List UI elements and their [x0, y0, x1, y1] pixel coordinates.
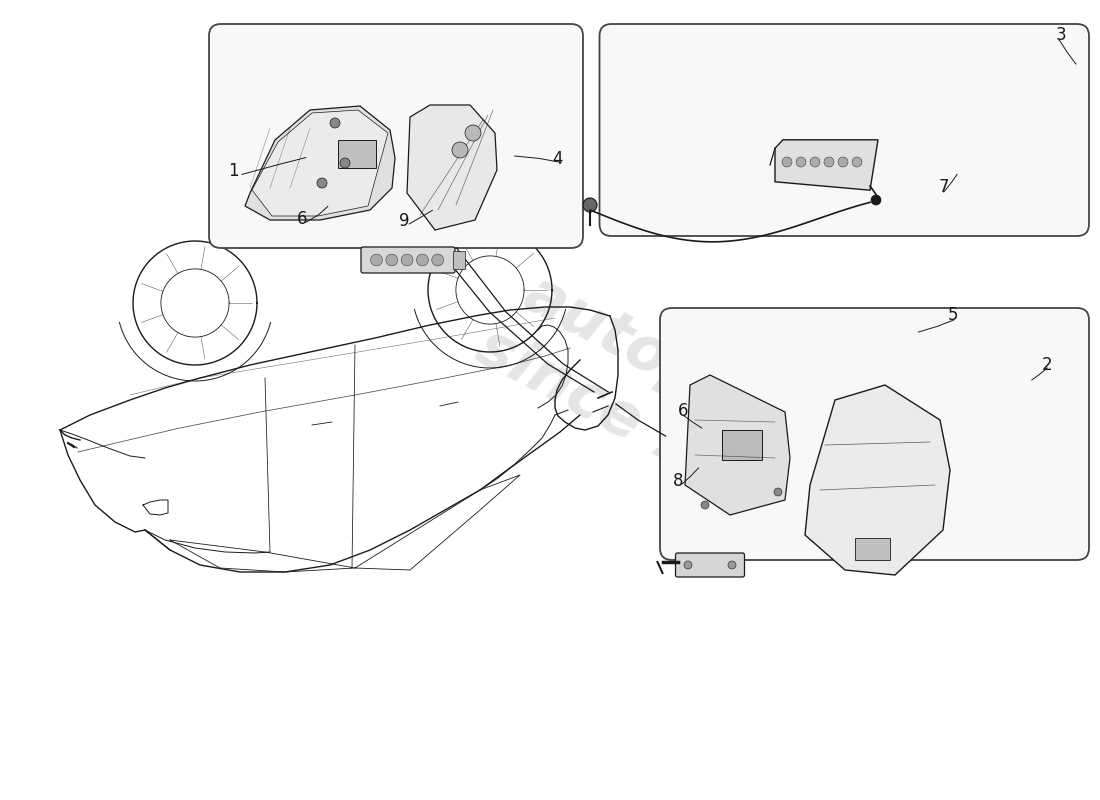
- Text: 5: 5: [948, 306, 959, 324]
- FancyBboxPatch shape: [453, 251, 465, 269]
- FancyBboxPatch shape: [660, 308, 1089, 560]
- Polygon shape: [685, 375, 790, 515]
- Polygon shape: [805, 385, 950, 575]
- Circle shape: [583, 198, 597, 212]
- Circle shape: [417, 254, 428, 266]
- Polygon shape: [245, 106, 395, 220]
- FancyBboxPatch shape: [361, 247, 455, 273]
- Text: 1: 1: [228, 162, 239, 180]
- Circle shape: [684, 561, 692, 569]
- Circle shape: [728, 561, 736, 569]
- Text: 6: 6: [297, 210, 308, 228]
- Circle shape: [452, 142, 468, 158]
- Text: 8: 8: [673, 471, 684, 490]
- Circle shape: [371, 254, 383, 266]
- FancyBboxPatch shape: [338, 140, 376, 168]
- FancyBboxPatch shape: [722, 430, 762, 460]
- Text: 6: 6: [678, 402, 689, 420]
- Circle shape: [871, 195, 881, 205]
- Circle shape: [340, 158, 350, 168]
- FancyBboxPatch shape: [600, 24, 1089, 236]
- Circle shape: [796, 157, 806, 167]
- Circle shape: [701, 501, 710, 509]
- FancyBboxPatch shape: [675, 553, 745, 577]
- Circle shape: [782, 157, 792, 167]
- Circle shape: [810, 157, 820, 167]
- Text: 9: 9: [399, 211, 410, 230]
- Polygon shape: [407, 105, 497, 230]
- Text: 7: 7: [938, 178, 949, 196]
- Text: 3: 3: [1056, 26, 1067, 44]
- Text: 4: 4: [552, 150, 563, 168]
- Circle shape: [432, 254, 443, 266]
- Circle shape: [330, 118, 340, 128]
- Circle shape: [386, 254, 398, 266]
- Polygon shape: [252, 110, 388, 216]
- Text: autoparts
since 1985: autoparts since 1985: [466, 257, 854, 543]
- Polygon shape: [776, 140, 878, 190]
- Circle shape: [465, 125, 481, 141]
- Circle shape: [852, 157, 862, 167]
- Circle shape: [317, 178, 327, 188]
- Circle shape: [402, 254, 412, 266]
- FancyBboxPatch shape: [209, 24, 583, 248]
- Circle shape: [824, 157, 834, 167]
- Text: 2: 2: [1042, 355, 1053, 374]
- FancyBboxPatch shape: [855, 538, 890, 560]
- Circle shape: [774, 488, 782, 496]
- Circle shape: [838, 157, 848, 167]
